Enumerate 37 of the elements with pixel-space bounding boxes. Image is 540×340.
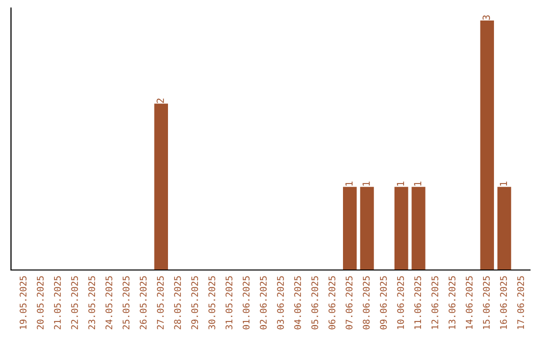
data-label: 1: [500, 182, 507, 186]
x-tick-label: 22.05.2025: [71, 276, 78, 330]
x-tick-label: 11.06.2025: [414, 276, 422, 329]
x-tick-label: 19.05.2025: [20, 276, 27, 329]
x-tick-label: 31.05.2025: [226, 276, 232, 330]
data-label: 1: [414, 182, 422, 186]
data-label: 1: [362, 182, 370, 186]
x-tick-label: 15.06.2025: [482, 276, 490, 329]
x-tick-label: 16.06.2025: [500, 276, 507, 329]
x-tick-label: 04.06.2025: [294, 276, 302, 330]
x-tick-label: 29.05.2025: [191, 276, 198, 330]
x-tick-label: 03.06.2025: [277, 276, 284, 330]
x-tick-label: 20.05.2025: [36, 276, 44, 330]
data-label: 1: [396, 182, 404, 186]
x-tick-label: 09.06.2025: [380, 276, 387, 330]
x-tick-label: 23.05.2025: [88, 276, 96, 330]
x-tick-label: 02.06.2025: [260, 276, 267, 330]
data-label: 3: [482, 15, 490, 20]
x-tick-label: 25.05.2025: [122, 276, 130, 330]
x-tick-label: 24.05.2025: [105, 276, 112, 330]
x-tick-label: 17.06.2025: [517, 276, 524, 329]
x-tick-label: 12.06.2025: [431, 276, 438, 329]
x-tick-label: 10.06.2025: [397, 276, 404, 329]
data-label: 2: [156, 98, 164, 103]
x-tick-label: 01.06.2025: [242, 276, 250, 330]
x-tick-label: 05.06.2025: [311, 276, 318, 330]
x-tick-label: 06.06.2025: [328, 276, 336, 330]
x-tick-label: 07.06.2025: [346, 276, 352, 330]
data-label: 1: [345, 182, 353, 186]
x-tick-label: 30.05.2025: [208, 276, 216, 330]
x-tick-label: 21.05.2025: [54, 276, 61, 330]
x-tick-label: 14.06.2025: [466, 276, 473, 329]
x-tick-label: 13.06.2025: [448, 276, 456, 329]
x-tick-label: 26.05.2025: [140, 276, 147, 330]
x-tick-label: 08.06.2025: [362, 276, 370, 330]
x-tick-label: 28.05.2025: [174, 276, 181, 330]
x-tick-label: 27.05.2025: [156, 276, 164, 330]
